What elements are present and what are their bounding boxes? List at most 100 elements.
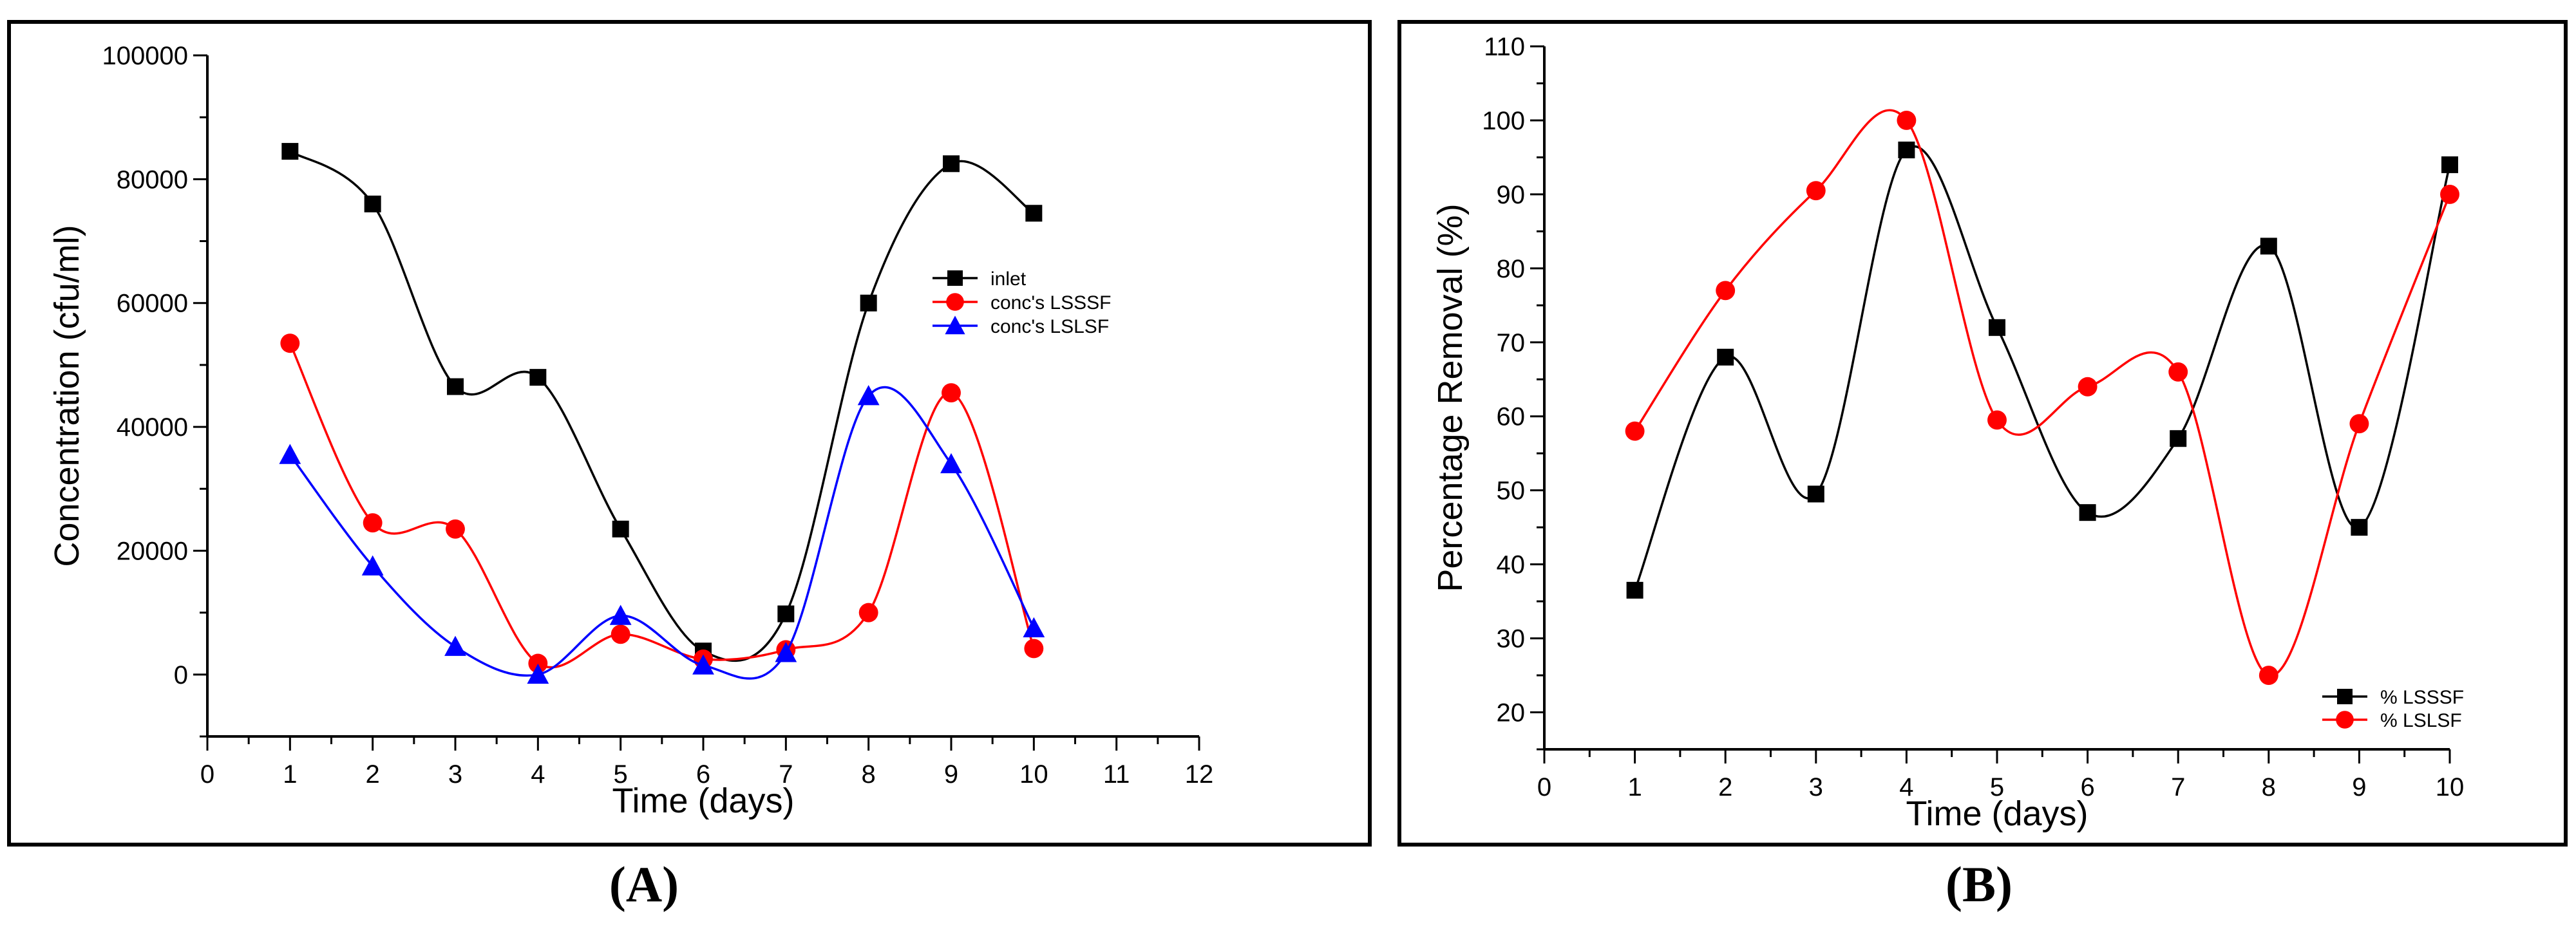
chart-a-series-3-point: [527, 663, 549, 684]
chart-a-series-2-point: [280, 333, 300, 353]
chart-a-legend-marker-2: [946, 293, 964, 311]
chart-b-series-1-point: [1717, 348, 1734, 366]
chart-b-y-tick-label: 90: [1497, 181, 1526, 209]
chart-a-y-tick-label: 20000: [117, 537, 188, 565]
chart-b-x-tick-label: 6: [2080, 773, 2094, 801]
chart-b-y-tick-label: 30: [1497, 625, 1526, 653]
chart-a-x-tick-label: 5: [614, 760, 628, 789]
chart-a-y-tick-label: 60000: [117, 290, 188, 318]
chart-b-x-axis-title: Time (days): [1906, 794, 2088, 833]
chart-b-series-2-point: [2078, 377, 2098, 397]
chart-b-series-2-point: [1716, 281, 1736, 301]
chart-b-y-tick-label: 60: [1497, 403, 1526, 431]
chart-a-series-1-point: [943, 155, 960, 173]
chart-a-series-2-point: [528, 653, 548, 673]
chart-b-series-2-point: [2168, 362, 2188, 382]
chart-b-series-1-point: [2079, 504, 2096, 521]
chart-a-x-tick-label: 8: [862, 760, 876, 789]
panel-b-label: (B): [1946, 856, 2012, 912]
chart-b-series-1-point: [1626, 581, 1643, 599]
chart-b-x-tick-label: 0: [1537, 773, 1551, 801]
chart-a-series-3-point: [940, 453, 962, 474]
chart-b-series-2-point: [2259, 666, 2278, 686]
chart-b-series-1-point: [2351, 519, 2368, 536]
chart-a-legend-label-3: conc's LSLSF: [990, 316, 1109, 337]
chart-a-series-1-point: [1025, 205, 1043, 222]
chart-a-x-axis-title: Time (days): [612, 782, 794, 820]
chart-a: 0 1 2 3 4 5 6 7 8 9 10 11 12020000400006000080000100…: [48, 42, 1213, 820]
chart-a-series-1-point: [364, 195, 381, 212]
chart-b-x-tick-label: 3: [1809, 773, 1823, 801]
chart-a-series-1-point: [281, 143, 299, 160]
chart-a-legend-label-2: conc's LSSSF: [990, 292, 1111, 314]
chart-a-y-tick-label: 40000: [117, 413, 188, 442]
chart-a-x-tick-label: 0: [200, 760, 214, 789]
chart-a-series-1-point: [777, 605, 795, 623]
chart-b-x-tick-label: 7: [2171, 773, 2185, 801]
chart-b-x-tick-label: 8: [2262, 773, 2276, 801]
chart-a-series-2-line: [289, 342, 1035, 669]
chart-a-y-tick-label: 0: [174, 661, 188, 689]
chart-b-y-tick-label: 80: [1497, 255, 1526, 283]
chart-b-series-1-point: [1989, 319, 2005, 336]
chart-b: 0 1 2 3 4 5 6 7 8 9 10 20 30 40 50 60 70 80 90 100 110 Time (…: [1431, 33, 2464, 833]
chart-b-legend-label-1: % LSSSF: [2380, 687, 2464, 708]
chart-a-x-tick-label: 4: [531, 760, 545, 789]
chart-b-y-tick-label: 110: [1484, 33, 1525, 61]
chart-a-x-tick-label: 9: [944, 760, 958, 789]
chart-a-y-tick-label: 100000: [102, 42, 188, 70]
chart-b-series-2-point: [1897, 110, 1917, 130]
chart-a-series-2-point: [858, 603, 878, 623]
chart-b-series-2-point: [1625, 421, 1645, 441]
chart-b-series-2-point: [2349, 414, 2369, 434]
chart-a-series-3-point: [279, 444, 301, 464]
chart-b-y-axis-title: Percentage Removal (%): [1431, 203, 1470, 592]
chart-b-y-tick-label: 20: [1497, 699, 1526, 727]
chart-b-series-1-point: [2170, 430, 2187, 447]
chart-b-series-1-point: [2441, 156, 2458, 173]
chart-b-series-1-point: [1807, 485, 1824, 503]
chart-a-series-1-point: [529, 369, 547, 386]
chart-b-series-1-point: [2260, 238, 2277, 255]
chart-a-legend-marker-1: [947, 270, 963, 286]
chart-a-x-tick-label: 3: [448, 760, 462, 789]
chart-b-y-tick-label: 100: [1482, 107, 1525, 135]
chart-a-series-3-point: [609, 604, 632, 625]
chart-b-x-tick-label: 10: [2436, 773, 2465, 801]
chart-a-series-2-point: [363, 513, 383, 533]
chart-a-x-tick-label: 2: [366, 760, 380, 789]
chart-a-series-3-point: [775, 642, 797, 662]
chart-a-series-2-point: [446, 519, 465, 539]
chart-a-series-1-line: [289, 150, 1035, 662]
chart-b-series-2-point: [1987, 410, 2007, 430]
chart-a-x-tick-label: 10: [1019, 760, 1048, 789]
chart-b-legend-label-2: % LSLSF: [2380, 710, 2462, 731]
chart-a-x-tick-label: 11: [1103, 760, 1130, 789]
chart-b-y-tick-label: 50: [1497, 477, 1526, 505]
chart-a-y-tick-label: 80000: [117, 165, 188, 194]
chart-b-series-1-line: [1633, 145, 2451, 591]
chart-a-y-axis-title: Concentration (cfu/ml): [48, 225, 86, 566]
panel-a-frame: [7, 20, 1372, 847]
panel-a-label: (A): [609, 856, 679, 912]
chart-a-series-3-point: [857, 385, 880, 406]
chart-a-series-3-point: [361, 555, 384, 576]
chart-b-x-tick-label: 2: [1718, 773, 1732, 801]
chart-a-series-2-point: [1024, 639, 1044, 659]
chart-a-legend-label-1: inlet: [990, 268, 1027, 290]
chart-a-series-3-point: [444, 635, 466, 656]
chart-a-series-2-point: [611, 624, 630, 644]
chart-a-series-1-point: [612, 520, 629, 538]
chart-b-series-2-point: [2440, 184, 2459, 204]
chart-b-series-2-point: [1806, 181, 1826, 201]
chart-b-x-tick-label: 5: [1990, 773, 2004, 801]
chart-a-legend-marker-3: [945, 315, 965, 335]
chart-a-series-2-point: [942, 383, 961, 403]
chart-b-legend-marker-2: [2336, 711, 2354, 729]
chart-b-y-tick-label: 40: [1497, 551, 1526, 579]
chart-a-x-tick-label: 12: [1185, 760, 1214, 789]
chart-b-x-tick-label: 4: [1899, 773, 1913, 801]
chart-a-series-3-point: [1023, 617, 1045, 638]
chart-a-series-3-point: [692, 654, 714, 675]
